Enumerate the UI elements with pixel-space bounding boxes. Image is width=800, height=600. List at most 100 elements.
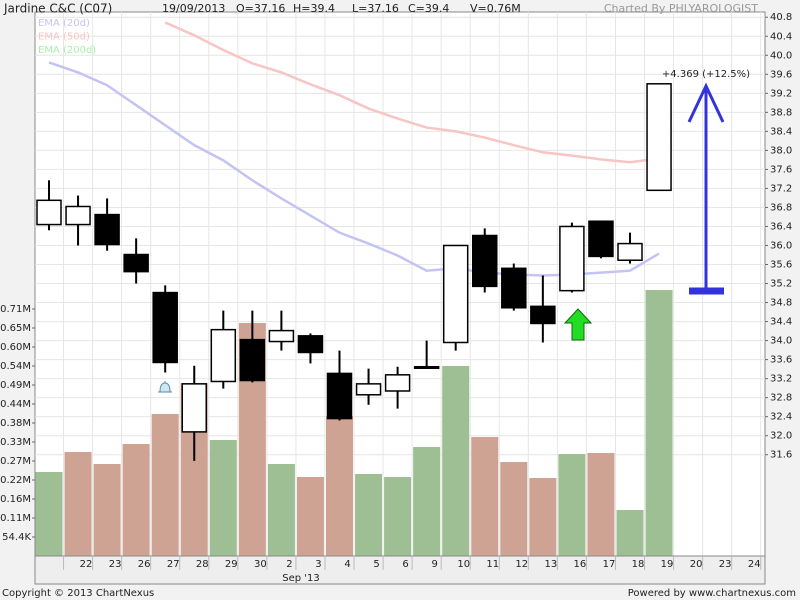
annotation: +4.369 (+12.5%) xyxy=(662,69,750,80)
y2-tick-label: 0.44M xyxy=(0,399,31,410)
volume-bar xyxy=(326,416,353,556)
volume-bar xyxy=(558,454,586,556)
x-tick-label: 23 xyxy=(719,559,732,570)
x-tick-label: 11 xyxy=(486,559,499,570)
x-tick-label: 16 xyxy=(574,559,587,570)
info-open: O=37.16 xyxy=(236,2,285,15)
volume-bar xyxy=(267,464,295,556)
x-tick-label: 6 xyxy=(402,559,408,570)
x-tick-label: 20 xyxy=(690,559,703,570)
candle-body xyxy=(355,383,382,396)
candle-body xyxy=(617,242,643,261)
x-tick-label: 29 xyxy=(225,559,238,570)
y-tick-label: 38.0 xyxy=(770,145,792,156)
x-tick-label: 30 xyxy=(254,559,267,570)
x-tick-label: 4 xyxy=(344,559,350,570)
y-tick-label: 32.0 xyxy=(770,431,792,442)
volume-bar xyxy=(35,472,63,556)
y-tick-label: 39.2 xyxy=(770,88,792,99)
volume-bar xyxy=(355,473,383,556)
candle-body xyxy=(530,305,556,325)
y2-tick-label: 54.4K xyxy=(2,532,31,543)
x-tick-label: 12 xyxy=(515,559,528,570)
candle-body xyxy=(181,383,207,433)
y2-tick-label: 0.27M xyxy=(0,456,31,467)
candle-body xyxy=(559,225,585,292)
x-tick-label: 13 xyxy=(544,559,557,570)
volume-bar xyxy=(296,476,324,556)
candle-body xyxy=(326,372,353,420)
candle-body xyxy=(413,365,440,369)
y2-tick-label: 0.11M xyxy=(0,513,31,524)
volume-bar xyxy=(209,440,237,556)
volume-bar xyxy=(500,462,528,556)
candle-body xyxy=(501,267,527,309)
x-tick-label: 3 xyxy=(315,559,321,570)
y-tick-label: 36.0 xyxy=(770,240,792,251)
y2-tick-label: 0.60M xyxy=(0,342,31,353)
candle-body xyxy=(588,220,614,258)
y-tick-label: 37.2 xyxy=(770,183,792,194)
info-close: C=39.4 xyxy=(408,2,449,15)
x-tick-label: 9 xyxy=(431,559,437,570)
volume-bar xyxy=(587,453,615,556)
x-tick-label: 22 xyxy=(80,559,93,570)
y2-tick-label: 0.54M xyxy=(0,361,31,372)
y-tick-label: 31.6 xyxy=(770,450,792,461)
y2-tick-label: 0.65M xyxy=(0,323,31,334)
info-low: L=37.16 xyxy=(352,2,399,15)
y-tick-label: 36.8 xyxy=(770,202,792,213)
x-tick-label: 5 xyxy=(373,559,379,570)
volume-bar xyxy=(384,476,412,556)
y-tick-label: 36.4 xyxy=(770,221,792,232)
x-tick-label: 10 xyxy=(457,559,470,570)
volume-bar xyxy=(151,413,179,556)
credit: Charted By PHLYAROLOGIST xyxy=(604,2,758,15)
y-tick-label: 34.8 xyxy=(770,298,792,309)
candle-body xyxy=(152,291,178,364)
candle-body xyxy=(442,244,469,344)
y2-tick-label: 0.33M xyxy=(0,437,31,448)
x-tick-label: 27 xyxy=(167,559,180,570)
x-axis-band xyxy=(34,555,766,585)
y-tick-label: 40.8 xyxy=(770,12,792,23)
y-tick-label: 35.6 xyxy=(770,260,792,271)
candle-body xyxy=(239,338,266,382)
footer-left: Copyright © 2013 ChartNexus xyxy=(2,588,154,599)
candle-body xyxy=(472,234,498,288)
candle-body xyxy=(268,329,295,343)
legend-entry: EMA (50d) xyxy=(38,32,90,43)
candle-body xyxy=(94,213,120,246)
y2-tick-label: 0.22M xyxy=(0,475,31,486)
y-tick-label: 39.6 xyxy=(770,69,792,80)
signal-arrow xyxy=(563,308,593,341)
candle-body xyxy=(297,335,324,354)
y2-tick-label: 0.38M xyxy=(0,418,31,429)
info-volume: V=0.76M xyxy=(470,2,521,15)
volume-bar xyxy=(122,443,150,556)
volume-bar xyxy=(93,464,121,556)
candle-body xyxy=(36,199,62,226)
volume-bar xyxy=(442,366,470,556)
y2-tick-label: 0.49M xyxy=(0,380,31,391)
y2-tick-label: 0.16M xyxy=(0,494,31,505)
volume-bar xyxy=(471,437,499,556)
alert-icon xyxy=(158,381,172,393)
x-tick-label: 26 xyxy=(138,559,151,570)
y-tick-label: 33.2 xyxy=(770,374,792,385)
y-tick-label: 35.2 xyxy=(770,279,792,290)
volume-bar xyxy=(413,446,441,556)
annotation-arrowhead xyxy=(687,82,725,123)
x-tick-label: 17 xyxy=(603,559,616,570)
chart-title: Jardine C&C (C07) xyxy=(3,2,112,16)
x-tick-label: 28 xyxy=(196,559,209,570)
candle-body xyxy=(646,83,672,192)
y-tick-label: 40.4 xyxy=(770,31,792,42)
legend-entry: EMA (20d) xyxy=(38,18,90,29)
candle-body xyxy=(65,205,91,226)
volume-bars xyxy=(35,290,673,556)
volume-bar xyxy=(645,290,673,556)
y-tick-label: 34.0 xyxy=(770,336,792,347)
month-label: Sep '13 xyxy=(282,573,320,584)
